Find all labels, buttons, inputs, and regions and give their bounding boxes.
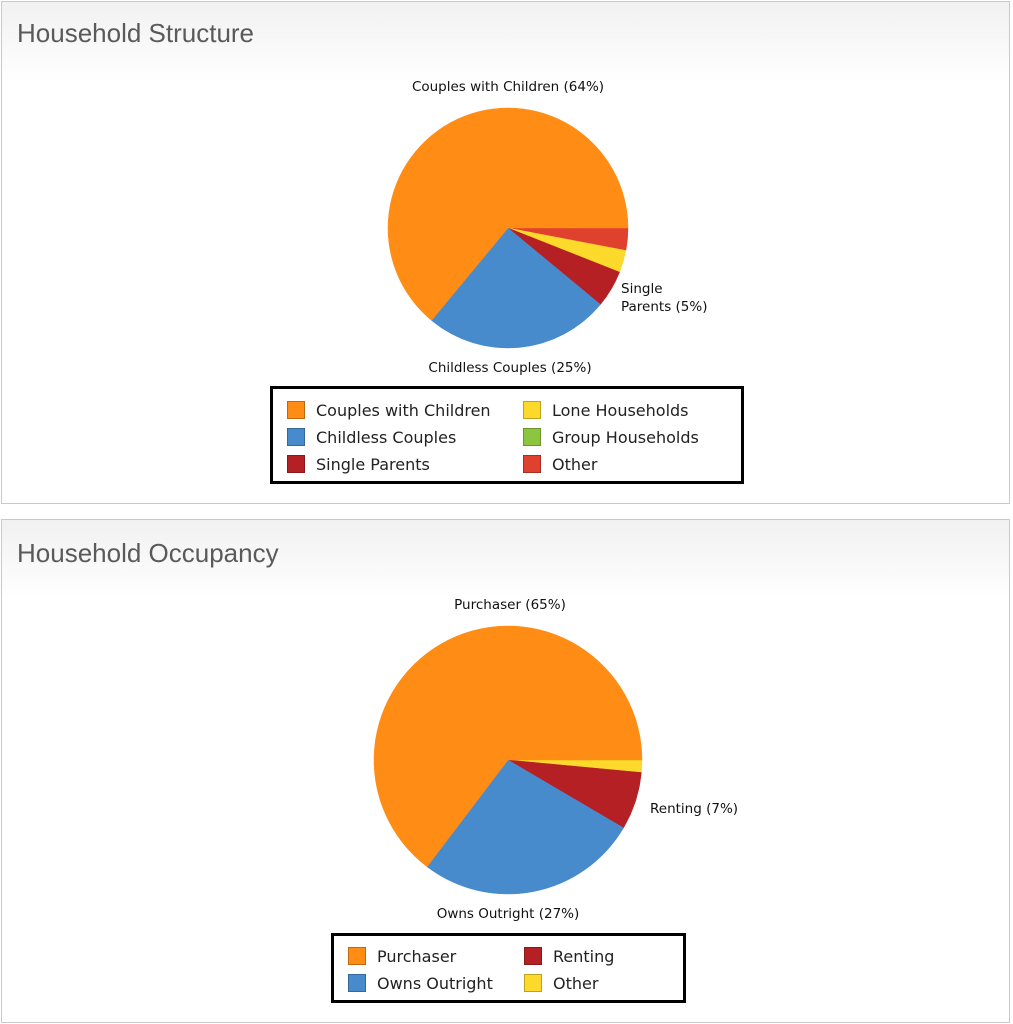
legend-label: Childless Couples xyxy=(316,427,457,447)
legend-item-couples-with-children: Couples with Children xyxy=(287,398,491,422)
legend-label: Group Households xyxy=(552,427,699,447)
panel-header xyxy=(2,2,1009,82)
legend-swatch xyxy=(524,947,542,965)
household-occupancy-pie-chart: Purchaser (65%) Owns Outright (27%) Rent… xyxy=(373,597,738,922)
legend-label: Other xyxy=(552,454,598,474)
pie-slice-childless-couples xyxy=(431,227,601,349)
legend-swatch xyxy=(523,401,541,419)
legend-label: Single Parents xyxy=(316,454,430,474)
household-structure-panel: Household Structure Couples with Childre… xyxy=(1,1,1010,504)
household-structure-pie-chart: Couples with Children (64%) Childless Co… xyxy=(387,79,708,376)
legend-label: Renting xyxy=(553,946,615,966)
legend-label: Lone Households xyxy=(552,400,689,420)
legend-swatch xyxy=(348,947,366,965)
legend-swatch xyxy=(348,974,366,992)
legend-label: Purchaser xyxy=(377,946,457,966)
legend-label: Couples with Children xyxy=(316,400,491,420)
panel-title: Household Structure xyxy=(17,18,255,48)
slice-label-single-parents: Single Parents (5%) xyxy=(621,281,708,315)
legend-item-other: Other xyxy=(523,452,597,476)
household-occupancy-panel: Household Occupancy Purchaser (65%) Owns… xyxy=(1,519,1010,1023)
legend-swatch xyxy=(287,428,305,446)
legend-item-childless-couples: Childless Couples xyxy=(287,425,456,449)
legend-label: Other xyxy=(553,973,599,993)
slice-label-owns-outright: Owns Outright (27%) xyxy=(437,906,580,922)
legend-item-owns-outright: Owns Outright xyxy=(348,971,493,995)
legend-label: Owns Outright xyxy=(377,973,493,993)
legend-swatch xyxy=(523,428,541,446)
pie-slice-owns-outright xyxy=(426,759,624,895)
legend-item-single-parents: Single Parents xyxy=(287,452,430,476)
slice-label-renting: Renting (7%) xyxy=(650,801,738,817)
legend-item-group-households: Group Households xyxy=(523,425,699,449)
legend: Couples with Children Childless Couples … xyxy=(270,386,744,484)
legend-swatch xyxy=(287,455,305,473)
panel-title: Household Occupancy xyxy=(17,538,279,568)
slice-label-line: Single xyxy=(621,281,663,297)
pie-slice-couples-with-children xyxy=(387,107,629,321)
slice-label-purchaser: Purchaser (65%) xyxy=(454,597,566,613)
legend: Purchaser Owns Outright Renting Other xyxy=(331,933,686,1003)
legend-item-other: Other xyxy=(524,971,598,995)
pie-slice-purchaser xyxy=(373,625,643,868)
legend-item-purchaser: Purchaser xyxy=(348,944,456,968)
legend-item-renting: Renting xyxy=(524,944,614,968)
legend-swatch xyxy=(523,455,541,473)
legend-item-lone-households: Lone Households xyxy=(523,398,689,422)
slice-label-line: Parents (5%) xyxy=(621,299,708,315)
panel-header xyxy=(2,520,1009,600)
slice-label-couples-with-children: Couples with Children (64%) xyxy=(412,79,604,95)
legend-swatch xyxy=(287,401,305,419)
slice-label-childless-couples: Childless Couples (25%) xyxy=(428,360,591,376)
legend-swatch xyxy=(524,974,542,992)
